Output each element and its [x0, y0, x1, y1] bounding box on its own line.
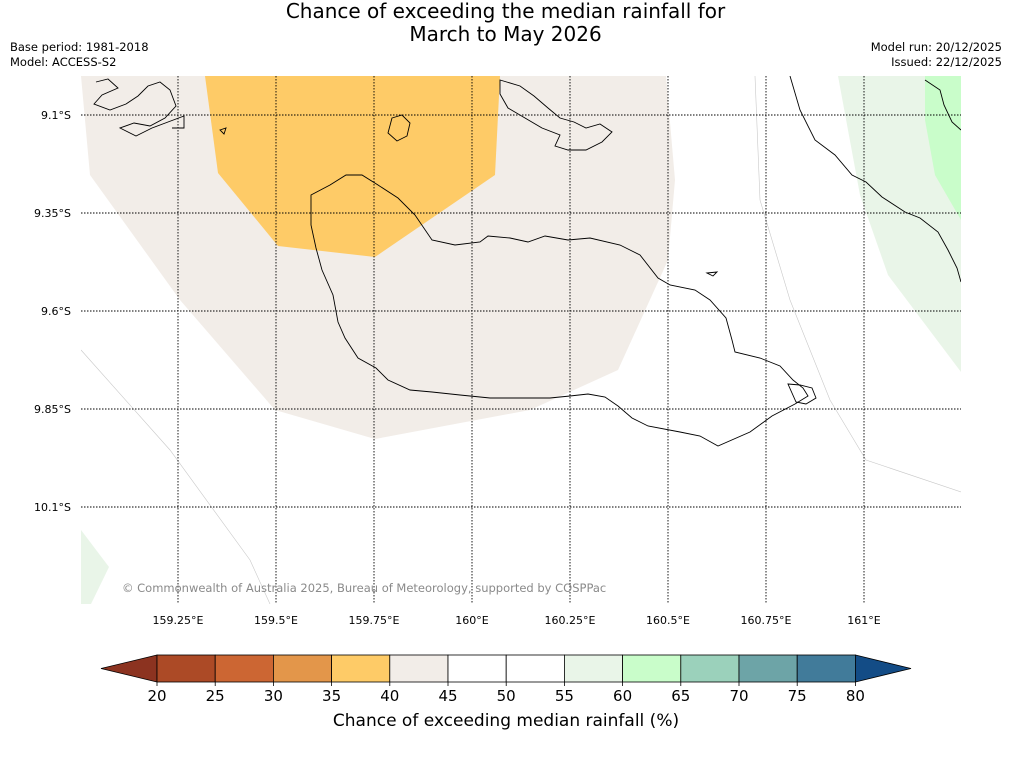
lon-label: 159.75°E [349, 614, 400, 627]
colorbar-tick-label: 55 [555, 687, 574, 705]
title-line-2: March to May 2026 [409, 22, 602, 46]
meta-left: Base period: 1981-2018 Model: ACCESS-S2 [10, 40, 149, 70]
colorbar-segment [331, 654, 391, 683]
colorbar-tick-label: 75 [788, 687, 807, 705]
lon-label: 160.25°E [545, 614, 596, 627]
lon-label: 160°E [455, 614, 488, 627]
title-line-1: Chance of exceeding the median rainfall … [285, 0, 726, 23]
colorbar-tick-label: 65 [671, 687, 690, 705]
lat-label: 9.6°S [41, 305, 71, 318]
colorbar-tick-label: 25 [206, 687, 225, 705]
lon-label: 160.5°E [646, 614, 690, 627]
issued-text: Issued: 22/12/2025 [891, 55, 1002, 69]
colorbar-segment [738, 654, 798, 683]
colorbar-segment [796, 654, 856, 683]
colorbar-segment [214, 654, 274, 683]
colorbar-under-extension [100, 654, 158, 683]
lon-label: 159.25°E [153, 614, 204, 627]
colorbar-segment [680, 654, 740, 683]
region-green-east [925, 76, 961, 220]
lon-label: 161°E [847, 614, 880, 627]
colorbar-tick-label: 45 [438, 687, 457, 705]
model-run-text: Model run: 20/12/2025 [870, 40, 1002, 54]
copyright-text: © Commonwealth of Australia 2025, Bureau… [122, 581, 606, 595]
colorbar-label: Chance of exceeding median rainfall (%) [333, 711, 679, 731]
base-period-text: Base period: 1981-2018 [10, 40, 149, 54]
lat-label: 9.1°S [41, 109, 71, 122]
colorbar-tick-label: 80 [846, 687, 865, 705]
guadalcanal-coastline [310, 174, 809, 447]
colorbar-segment [389, 654, 449, 683]
latitude-labels: 9.1°S 9.35°S 9.6°S 9.85°S 10.1°S [34, 109, 71, 514]
model-text: Model: ACCESS-S2 [10, 55, 117, 69]
region-light-green-east [838, 76, 961, 372]
colorbar-tick-label: 60 [613, 687, 632, 705]
lon-label: 159.5°E [254, 614, 298, 627]
map-plot-area[interactable]: © Commonwealth of Australia 2025, Bureau… [81, 76, 961, 604]
graticule [81, 76, 961, 604]
florida-islands-coastline [499, 79, 613, 151]
lat-label: 9.35°S [34, 207, 71, 220]
colorbar-segment [447, 654, 507, 683]
colorbar-tick-label: 35 [322, 687, 341, 705]
malaita-north-coastline [924, 79, 961, 131]
region-light-green-southwest [81, 530, 109, 604]
marau-islets-coastline [787, 383, 817, 405]
islet-west [219, 127, 227, 135]
colorbar-segment [564, 654, 624, 683]
faint-contours [81, 76, 961, 604]
lat-label: 9.85°S [34, 403, 71, 416]
coastlines [93, 76, 961, 447]
lon-label: 160.75°E [741, 614, 792, 627]
region-orange [205, 76, 500, 257]
colorbar-tick-label: 70 [729, 687, 748, 705]
malaita-coastline [789, 76, 961, 283]
colorbar-over-extension [855, 654, 912, 683]
meta-right: Model run: 20/12/2025 Issued: 22/12/2025 [871, 40, 1002, 70]
colorbar-segment [156, 654, 216, 683]
colorbar-segment [505, 654, 565, 683]
map-title: Chance of exceeding the median rainfall … [0, 0, 1011, 46]
islet-east [705, 271, 719, 277]
colorbar-segment [272, 654, 332, 683]
lat-label: 10.1°S [34, 501, 71, 514]
colorbar-tick-label: 50 [497, 687, 516, 705]
colorbar-segment [622, 654, 682, 683]
colorbar-tick-label: 40 [380, 687, 399, 705]
colorbar-tick-label: 30 [264, 687, 283, 705]
colorbar-tick-label: 20 [147, 687, 166, 705]
colorbar: 20 25 30 35 40 45 50 55 60 65 70 75 80 [100, 654, 912, 705]
russell-islands-coastline [93, 78, 185, 137]
longitude-labels: 159.25°E 159.5°E 159.75°E 160°E 160.25°E… [153, 614, 881, 627]
